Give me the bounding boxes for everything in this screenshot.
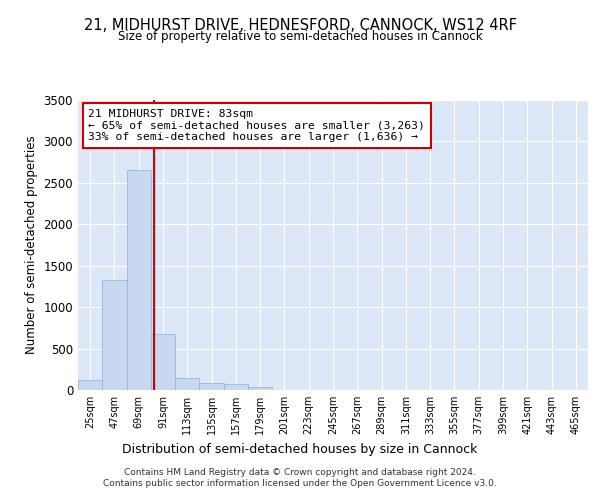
Text: 21 MIDHURST DRIVE: 83sqm
← 65% of semi-detached houses are smaller (3,263)
33% o: 21 MIDHURST DRIVE: 83sqm ← 65% of semi-d… bbox=[88, 108, 425, 142]
Bar bbox=[175, 378, 199, 390]
Y-axis label: Number of semi-detached properties: Number of semi-detached properties bbox=[25, 136, 38, 354]
Bar bbox=[127, 170, 151, 390]
Bar bbox=[248, 386, 272, 390]
Bar bbox=[102, 280, 127, 390]
Text: Contains HM Land Registry data © Crown copyright and database right 2024.
Contai: Contains HM Land Registry data © Crown c… bbox=[103, 468, 497, 487]
Bar bbox=[224, 384, 248, 390]
Text: Distribution of semi-detached houses by size in Cannock: Distribution of semi-detached houses by … bbox=[122, 444, 478, 456]
Bar bbox=[78, 380, 102, 390]
Text: Size of property relative to semi-detached houses in Cannock: Size of property relative to semi-detach… bbox=[118, 30, 482, 43]
Text: 21, MIDHURST DRIVE, HEDNESFORD, CANNOCK, WS12 4RF: 21, MIDHURST DRIVE, HEDNESFORD, CANNOCK,… bbox=[83, 18, 517, 32]
Bar bbox=[199, 382, 224, 390]
Bar bbox=[151, 334, 175, 390]
